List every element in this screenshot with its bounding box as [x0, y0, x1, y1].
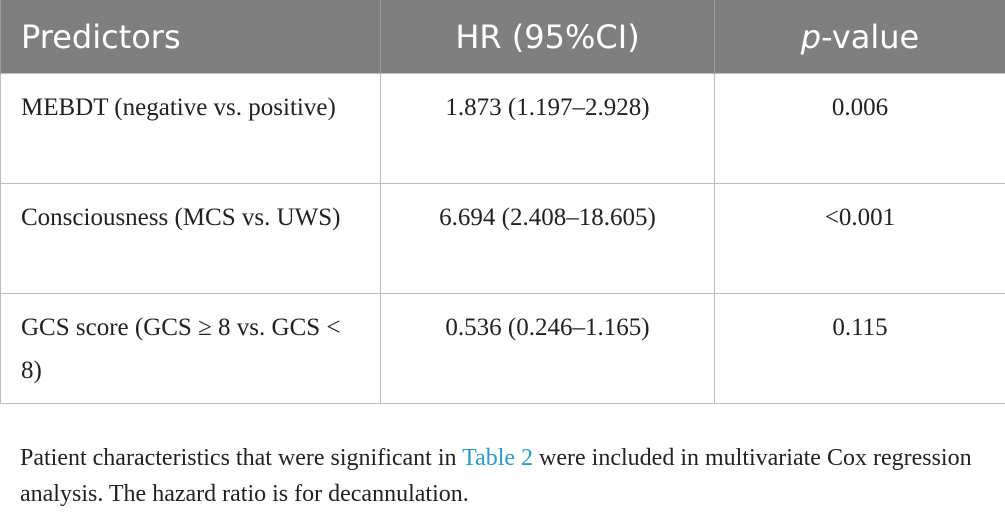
header-hr: HR (95%CI) [380, 0, 715, 74]
predictor-cell: MEBDT (negative vs. positive) [0, 73, 381, 184]
predictor-cell: Consciousness (MCS vs. UWS) [0, 183, 381, 294]
table-row: GCS score (GCS ≥ 8 vs. GCS < 8) 0.536 (0… [0, 293, 1005, 404]
footnote-text-start: Patient characteristics that were signif… [20, 445, 463, 471]
p-value-cell: 0.006 [714, 73, 1005, 184]
table-footnote: Patient characteristics that were signif… [20, 440, 980, 512]
footnote-text-end: were included in multivariate Cox regres… [20, 445, 972, 507]
table-row: MEBDT (negative vs. positive) 1.873 (1.1… [0, 73, 1005, 184]
results-table: Predictors HR (95%CI) p-value MEBDT (neg… [0, 0, 1005, 404]
header-p-rest: -value [821, 17, 920, 56]
hr-cell: 6.694 (2.408–18.605) [380, 183, 715, 294]
table-header-row: Predictors HR (95%CI) p-value [0, 0, 1005, 74]
hr-cell: 1.873 (1.197–2.928) [380, 73, 715, 184]
table-2-link[interactable]: Table 2 [462, 445, 534, 471]
predictor-cell: GCS score (GCS ≥ 8 vs. GCS < 8) [0, 293, 381, 404]
p-value-cell: <0.001 [714, 183, 1005, 294]
table-row: Consciousness (MCS vs. UWS) 6.694 (2.408… [0, 183, 1005, 294]
header-p-value: p-value [714, 0, 1005, 74]
p-value-cell: 0.115 [714, 293, 1005, 404]
header-p-italic: p [800, 17, 822, 56]
hr-cell: 0.536 (0.246–1.165) [380, 293, 715, 404]
header-predictors: Predictors [0, 0, 381, 74]
